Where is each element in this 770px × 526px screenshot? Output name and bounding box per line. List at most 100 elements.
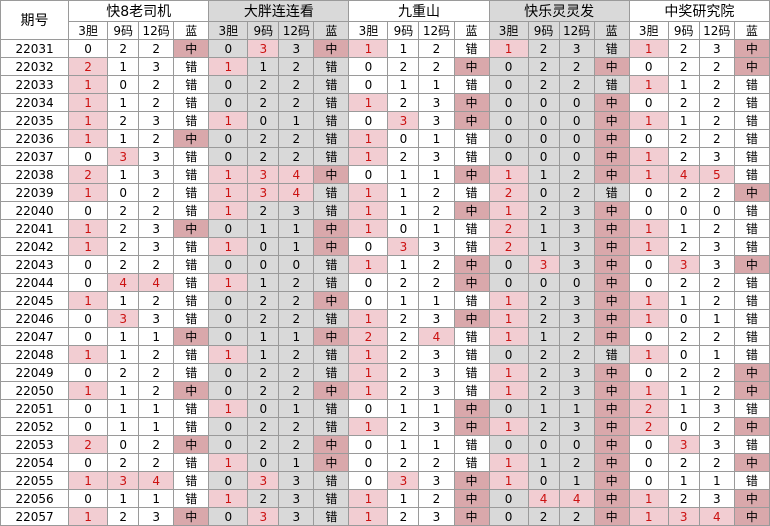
lan-result-cell: 错 [313, 111, 350, 130]
count-cell: 0 [527, 471, 560, 490]
count-cell: 2 [278, 381, 315, 400]
count-cell: 0 [107, 183, 140, 202]
lan-result-cell: 错 [313, 273, 350, 292]
period-cell: 22046 [0, 309, 70, 328]
count-cell: 1 [138, 417, 175, 436]
count-cell: 3 [558, 309, 595, 328]
count-cell: 1 [208, 57, 249, 76]
sub-header-cell: 蓝 [313, 21, 350, 40]
period-cell: 22031 [0, 39, 70, 58]
group-header-3: 九重山 [348, 0, 490, 22]
lan-result-cell: 错 [313, 471, 350, 490]
lan-result-cell: 错 [173, 291, 210, 310]
count-cell: 4 [418, 327, 455, 346]
sub-header-cell: 12码 [418, 21, 455, 40]
count-cell: 0 [208, 309, 249, 328]
count-cell: 2 [488, 219, 529, 238]
count-cell: 0 [488, 255, 529, 274]
count-cell: 1 [107, 129, 140, 148]
lan-result-cell: 错 [453, 237, 490, 256]
count-cell: 1 [667, 111, 700, 130]
lan-result-cell: 中 [593, 471, 630, 490]
count-cell: 0 [628, 471, 669, 490]
count-cell: 2 [247, 93, 280, 112]
count-cell: 0 [628, 93, 669, 112]
lan-result-cell: 错 [733, 435, 770, 454]
count-cell: 0 [628, 327, 669, 346]
count-cell: 0 [488, 111, 529, 130]
lan-result-cell: 错 [453, 345, 490, 364]
sub-header-cell: 9码 [107, 21, 140, 40]
lan-result-cell: 中 [313, 219, 350, 238]
count-cell: 2 [138, 255, 175, 274]
count-cell: 1 [527, 399, 560, 418]
count-cell: 1 [68, 129, 109, 148]
count-cell: 0 [208, 507, 249, 526]
count-cell: 2 [107, 39, 140, 58]
count-cell: 0 [628, 435, 669, 454]
count-cell: 3 [138, 147, 175, 166]
count-cell: 1 [68, 75, 109, 94]
count-cell: 1 [107, 399, 140, 418]
count-cell: 0 [667, 201, 700, 220]
count-cell: 1 [107, 57, 140, 76]
count-cell: 3 [138, 165, 175, 184]
count-cell: 0 [208, 255, 249, 274]
lan-result-cell: 错 [173, 237, 210, 256]
count-cell: 3 [418, 309, 455, 328]
lan-result-cell: 中 [593, 399, 630, 418]
count-cell: 1 [68, 111, 109, 130]
period-cell: 22032 [0, 57, 70, 76]
count-cell: 2 [68, 57, 109, 76]
count-cell: 2 [418, 183, 455, 202]
count-cell: 1 [348, 93, 389, 112]
count-cell: 2 [418, 39, 455, 58]
count-cell: 0 [558, 93, 595, 112]
sub-header-cell: 9码 [387, 21, 420, 40]
count-cell: 2 [387, 147, 420, 166]
count-cell: 3 [698, 255, 735, 274]
count-cell: 1 [107, 345, 140, 364]
count-cell: 3 [418, 93, 455, 112]
count-cell: 1 [527, 453, 560, 472]
count-cell: 2 [667, 93, 700, 112]
count-cell: 3 [278, 39, 315, 58]
count-cell: 1 [558, 399, 595, 418]
lan-result-cell: 中 [593, 507, 630, 526]
count-cell: 4 [138, 273, 175, 292]
lan-result-cell: 中 [453, 255, 490, 274]
lan-result-cell: 中 [173, 39, 210, 58]
lan-result-cell: 中 [313, 453, 350, 472]
count-cell: 0 [667, 345, 700, 364]
count-cell: 3 [558, 291, 595, 310]
count-cell: 2 [558, 345, 595, 364]
lan-result-cell: 错 [173, 57, 210, 76]
count-cell: 1 [208, 183, 249, 202]
count-cell: 2 [667, 327, 700, 346]
count-cell: 2 [698, 381, 735, 400]
lan-result-cell: 错 [733, 345, 770, 364]
count-cell: 1 [138, 399, 175, 418]
period-cell: 22055 [0, 471, 70, 490]
lan-result-cell: 中 [453, 93, 490, 112]
count-cell: 1 [278, 399, 315, 418]
lan-result-cell: 中 [453, 273, 490, 292]
lan-result-cell: 错 [173, 75, 210, 94]
lan-result-cell: 中 [313, 39, 350, 58]
count-cell: 1 [387, 75, 420, 94]
count-cell: 1 [68, 291, 109, 310]
count-cell: 1 [107, 489, 140, 508]
table-row: 22054 0 2 2 错 1 0 1 中 0 2 2 错 1 1 2 中 0 2 2 中 [0, 453, 770, 472]
count-cell: 0 [558, 435, 595, 454]
table-row: 22032 2 1 3 错 1 1 2 错 0 2 2 中 0 2 2 中 0 2 2 中 [0, 57, 770, 76]
lan-result-cell: 错 [733, 327, 770, 346]
count-cell: 2 [247, 147, 280, 166]
count-cell: 2 [558, 327, 595, 346]
count-cell: 1 [418, 219, 455, 238]
lan-result-cell: 中 [593, 363, 630, 382]
count-cell: 1 [527, 237, 560, 256]
count-cell: 1 [208, 165, 249, 184]
count-cell: 2 [527, 363, 560, 382]
count-cell: 1 [418, 129, 455, 148]
table-row: 22035 1 2 3 错 1 0 1 错 0 3 3 中 0 0 0 中 1 1 2 错 [0, 111, 770, 130]
